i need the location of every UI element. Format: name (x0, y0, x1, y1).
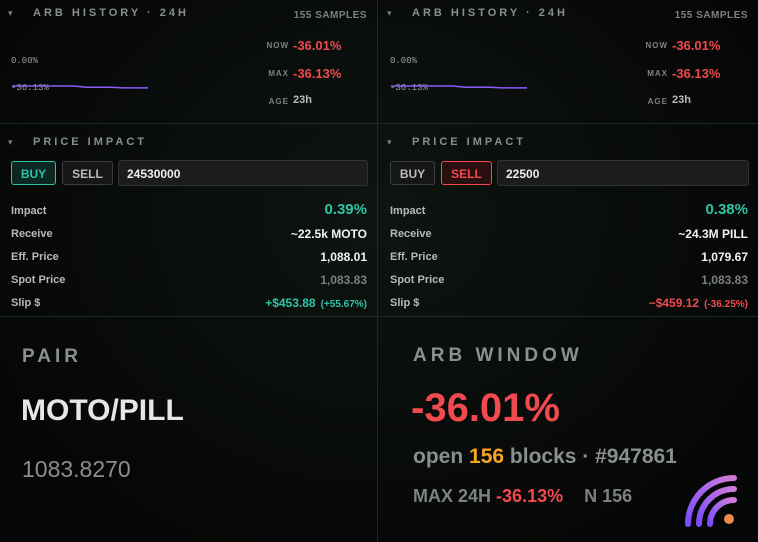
window-label: ARB WINDOW (413, 345, 583, 366)
window-open: open 156 blocks · #947861 (413, 445, 677, 469)
blocks-text: blocks · #947861 (509, 445, 677, 468)
row-value: +$453.88 (+55.67%) (265, 296, 367, 310)
blocks-count: 156 (469, 445, 505, 468)
history-title: ARB HISTORY · 24H (412, 7, 568, 19)
value: 0.38% (705, 201, 748, 218)
window-max: MAX 24H -36.13% N 156 (413, 486, 632, 507)
max-value: -36.13% (293, 66, 342, 81)
note: (+55.67%) (320, 299, 367, 310)
value: ~24.3M PILL (678, 227, 748, 241)
caret: ▾ (8, 8, 13, 18)
row-label: Impact (390, 205, 426, 217)
row-value: 1,088.01 (320, 250, 367, 264)
max-label: MAX 24H (413, 486, 492, 506)
sell-button[interactable]: SELL (62, 161, 113, 185)
buy-button[interactable]: BUY (390, 161, 435, 185)
buy-button[interactable]: BUY (11, 161, 56, 185)
value: 1,083.83 (320, 273, 367, 287)
logo (685, 475, 737, 527)
caret: ▾ (387, 137, 392, 147)
sparkline: 0.00% -36.13% (390, 56, 527, 93)
value: −$459.12 (648, 296, 700, 310)
age-label: AGE (647, 97, 668, 106)
impact-title: PRICE IMPACT (412, 136, 527, 148)
age-value: 23h (293, 94, 312, 106)
open-text: open (413, 445, 464, 468)
now-label: NOW (645, 41, 668, 50)
divider (0, 123, 758, 124)
row-label: Slip $ (390, 297, 420, 309)
tick-label: -36.13% (390, 83, 428, 93)
max-label: MAX (647, 69, 668, 78)
tick-label: -36.13% (11, 83, 49, 93)
row-value: 1,079.67 (701, 250, 748, 264)
now-value: -36.01% (293, 38, 342, 53)
age-label: AGE (268, 97, 289, 106)
value: 1,088.01 (320, 250, 367, 264)
row-label: Receive (11, 228, 53, 240)
value: 0.39% (324, 201, 367, 218)
row-label: Eff. Price (390, 251, 438, 263)
row-value: ~24.3M PILL (678, 227, 748, 241)
row-label: Eff. Price (11, 251, 59, 263)
sparkline-line (391, 85, 527, 89)
sparkline: 0.00% -36.13% (11, 56, 148, 93)
n-samples: N 156 (584, 486, 633, 506)
row-label: Spot Price (11, 274, 66, 286)
row-value: 0.39% (324, 201, 367, 218)
row-label: Impact (11, 205, 47, 217)
divider (377, 0, 378, 542)
tick-label: 0.00% (390, 56, 418, 66)
sparkline-line (12, 85, 148, 89)
value: 1,079.67 (701, 250, 748, 264)
window-value: -36.01% (411, 386, 560, 430)
row-value: 0.38% (705, 201, 748, 218)
history-title: ARB HISTORY · 24H (33, 7, 189, 19)
impact-title: PRICE IMPACT (33, 136, 148, 148)
max-value: -36.13% (496, 486, 564, 506)
row-label: Spot Price (390, 274, 445, 286)
caret: ▾ (387, 8, 392, 18)
pair-value: MOTO/PILL (21, 394, 184, 427)
value: 1,083.83 (701, 273, 748, 287)
now-value: -36.01% (672, 38, 721, 53)
row-value: 1,083.83 (701, 273, 748, 287)
row-value: −$459.12 (-36.25%) (649, 296, 748, 310)
max-value: -36.13% (672, 66, 721, 81)
tick-label: 0.00% (11, 56, 39, 66)
samples: 155 SAMPLES (674, 10, 748, 21)
sell-button[interactable]: SELL (441, 161, 492, 185)
amount-input[interactable]: 22500 (497, 160, 749, 186)
row-label: Receive (390, 228, 432, 240)
now-label: NOW (266, 41, 289, 50)
pair-price: 1083.8270 (22, 456, 131, 482)
row-value: 1,083.83 (320, 273, 367, 287)
amount-input[interactable]: 24530000 (118, 160, 368, 186)
divider (0, 316, 758, 317)
value: ~22.5k MOTO (290, 227, 367, 241)
caret: ▾ (8, 137, 13, 147)
value: +$453.88 (265, 296, 316, 310)
row-label: Slip $ (11, 297, 41, 309)
note: (-36.25%) (704, 299, 748, 310)
pair-label: PAIR (22, 346, 82, 367)
age-value: 23h (672, 94, 691, 106)
samples: 155 SAMPLES (293, 10, 367, 21)
max-label: MAX (268, 69, 289, 78)
row-value: ~22.5k MOTO (291, 227, 367, 241)
